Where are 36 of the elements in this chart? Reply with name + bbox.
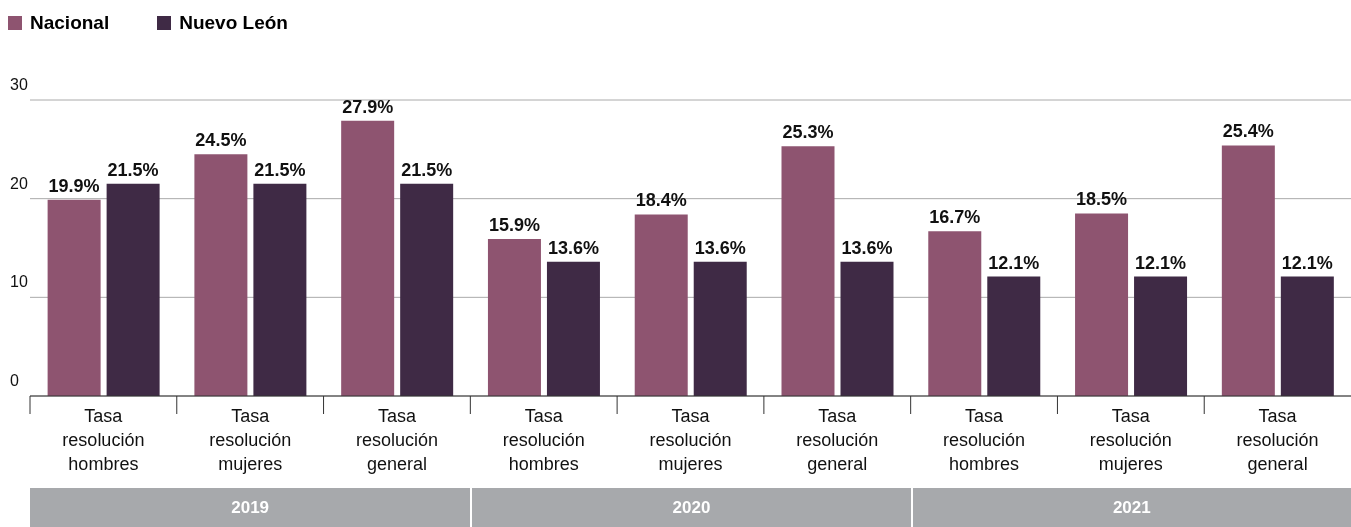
text: 2019	[30, 488, 471, 527]
data-label: 21.5%	[401, 159, 453, 180]
x-tick-label: Tasa resolución hombres	[62, 406, 145, 474]
data-label: 25.4%	[1222, 121, 1274, 142]
x-tick-label: Tasa resolución mujeres	[1089, 406, 1172, 474]
text: 2020	[470, 488, 911, 527]
data-label: 18.4%	[635, 190, 687, 211]
data-label: 13.6%	[694, 237, 746, 258]
y-tick-label: 20	[10, 174, 28, 192]
x-tick-label: Tasa resolución hombres	[502, 406, 585, 474]
data-label: 16.7%	[929, 207, 981, 228]
text: 2021	[910, 488, 1351, 527]
data-label: 15.9%	[488, 215, 540, 236]
data-label: 25.3%	[782, 122, 834, 143]
data-label: 12.1%	[1281, 252, 1333, 273]
x-tick-label: Tasa resolución mujeres	[649, 406, 732, 474]
data-label: 19.9%	[48, 175, 100, 196]
data-label: 12.1%	[988, 252, 1040, 273]
data-label: 12.1%	[1135, 252, 1187, 273]
y-tick-label: 10	[10, 273, 28, 291]
x-tick-label: Tasa resolución general	[1236, 406, 1319, 474]
y-tick-label: 30	[10, 76, 28, 93]
data-label: 21.5%	[107, 159, 159, 180]
legend-label: Nuevo León	[179, 12, 288, 34]
x-tick-label: Tasa resolución general	[355, 406, 438, 474]
data-label: 27.9%	[342, 96, 394, 117]
legend-label: Nacional	[30, 12, 110, 34]
data-label: 18.5%	[1076, 189, 1128, 210]
data-label: 21.5%	[254, 159, 306, 180]
data-label: 13.6%	[547, 237, 599, 258]
y-tick-label: 0	[10, 372, 19, 389]
data-label: 13.6%	[841, 237, 893, 258]
data-label: 24.5%	[195, 130, 247, 151]
x-tick-label: Tasa resolución mujeres	[209, 406, 292, 474]
x-tick-label: Tasa resolución hombres	[943, 406, 1026, 474]
x-tick-label: Tasa resolución general	[796, 406, 879, 474]
